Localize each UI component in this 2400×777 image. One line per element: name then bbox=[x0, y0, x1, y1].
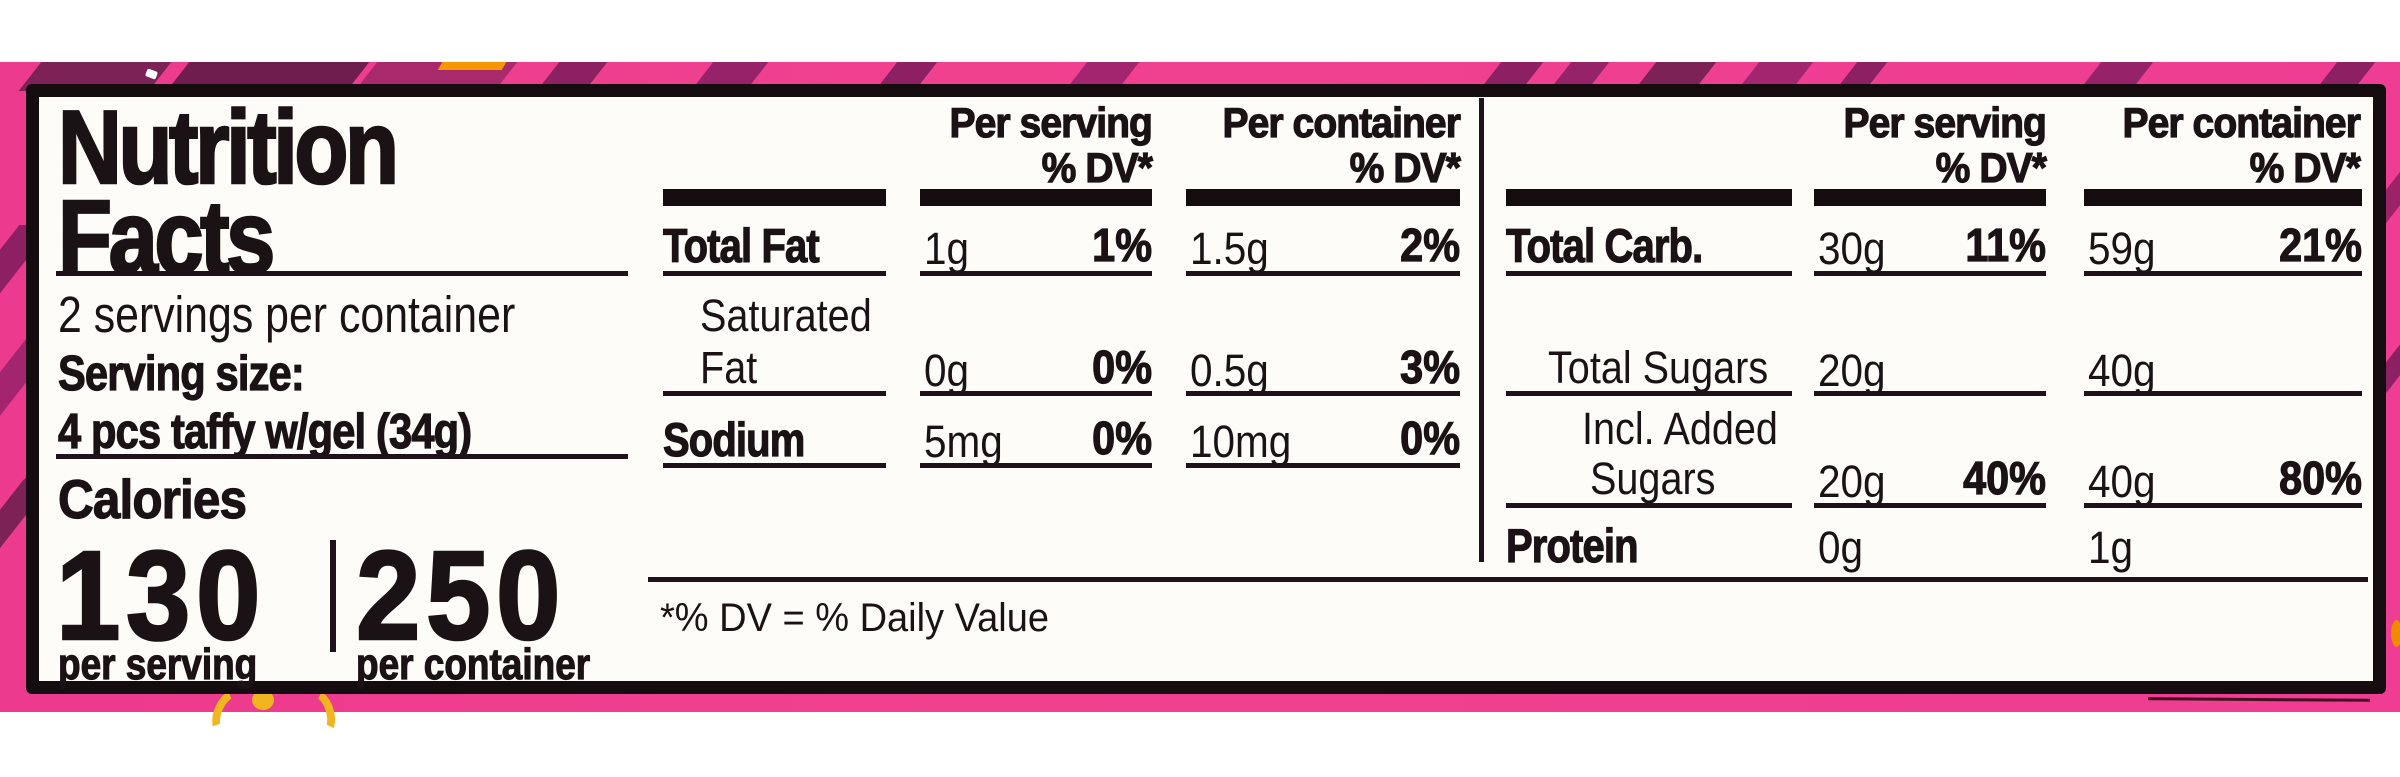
wrapper-orange-dash bbox=[437, 62, 507, 70]
serving-size-value: 4 pcs taffy w/gel (34g) bbox=[57, 405, 472, 459]
total-fat-container-amount: 1.5g bbox=[1190, 223, 1269, 274]
row-rule bbox=[663, 463, 886, 468]
calories-divider bbox=[330, 540, 336, 652]
total-fat-serving-amount: 1g bbox=[924, 223, 970, 274]
calories-per-container-caption: per container bbox=[355, 640, 591, 689]
header-dv-text: % DV* bbox=[1349, 144, 1461, 191]
calories-heading: Calories bbox=[57, 468, 247, 530]
column-bar bbox=[663, 189, 886, 206]
fat-header-per-container: Per container % DV* bbox=[1162, 99, 1462, 191]
section-rule bbox=[56, 271, 628, 276]
row-rule bbox=[1186, 391, 1460, 396]
serving-size-label: Serving size: bbox=[57, 347, 305, 401]
saturated-fat-serving-dv: 0% bbox=[1092, 341, 1153, 393]
total-sugars-container-amount: 40g bbox=[2088, 345, 2156, 396]
incl-added-sugars-serving-dv: 40% bbox=[1963, 452, 2047, 504]
row-rule bbox=[1814, 391, 2046, 396]
total-carb-serving-amount: 30g bbox=[1818, 223, 1886, 274]
servings-per-container: 2 servings per container bbox=[58, 286, 516, 343]
row-total-carb-name: Total Carb. bbox=[1505, 219, 1703, 272]
incl-added-sugars-name-line1: Incl. Added bbox=[1582, 403, 1778, 454]
saturated-fat-name-line1: Saturated bbox=[700, 290, 872, 341]
row-protein-name: Protein bbox=[1505, 519, 1639, 572]
sodium-serving-dv: 0% bbox=[1092, 412, 1153, 464]
total-fat-serving-dv: 1% bbox=[1092, 219, 1153, 271]
yellow-dash bbox=[254, 697, 272, 702]
row-rule bbox=[2084, 391, 2362, 396]
total-carb-container-amount: 59g bbox=[2088, 223, 2156, 274]
dv-footnote: *% DV = % Daily Value bbox=[660, 596, 1049, 640]
incl-added-sugars-serving-amount: 20g bbox=[1818, 456, 1886, 507]
incl-added-sugars-container-dv: 80% bbox=[2279, 452, 2363, 504]
incl-added-sugars-name-line2: Sugars bbox=[1590, 453, 1716, 504]
footnote-rule bbox=[648, 577, 2368, 582]
row-rule bbox=[1186, 271, 1460, 276]
saturated-fat-container-amount: 0.5g bbox=[1190, 345, 1269, 396]
total-fat-container-dv: 2% bbox=[1400, 219, 1461, 271]
column-bar bbox=[1814, 189, 2046, 206]
row-sodium-name: Sodium bbox=[662, 413, 805, 466]
row-rule bbox=[2084, 503, 2362, 508]
label-title-line1: Nutrition bbox=[57, 90, 400, 206]
fat-header-per-serving: Per serving % DV* bbox=[854, 99, 1154, 191]
column-bar bbox=[2084, 189, 2362, 206]
sodium-container-amount: 10mg bbox=[1190, 416, 1292, 467]
column-bar bbox=[920, 189, 1152, 206]
carb-header-per-container: Per container % DV* bbox=[2062, 99, 2362, 191]
row-rule bbox=[1506, 391, 1792, 396]
column-bar bbox=[1186, 189, 1460, 206]
total-sugars-serving-amount: 20g bbox=[1818, 345, 1886, 396]
row-rule bbox=[1506, 271, 1792, 276]
incl-added-sugars-container-amount: 40g bbox=[2088, 456, 2156, 507]
sodium-serving-amount: 5mg bbox=[924, 416, 1003, 467]
nutrition-label-panel bbox=[26, 84, 2386, 694]
row-rule bbox=[2084, 271, 2362, 276]
saturated-fat-name-line2: Fat bbox=[700, 342, 758, 393]
section-divider bbox=[1479, 98, 1484, 562]
row-rule bbox=[920, 391, 1152, 396]
row-rule bbox=[1814, 503, 2046, 508]
header-per-container-text: Per container bbox=[2122, 99, 2362, 146]
row-rule bbox=[663, 391, 886, 396]
protein-container-amount: 1g bbox=[2088, 522, 2134, 573]
protein-serving-amount: 0g bbox=[1818, 522, 1864, 573]
row-rule bbox=[920, 463, 1152, 468]
wrapper-yellow-art-fragment bbox=[205, 683, 341, 743]
calories-per-serving-caption: per serving bbox=[57, 640, 258, 689]
saturated-fat-serving-amount: 0g bbox=[924, 345, 970, 396]
header-dv-text: % DV* bbox=[1935, 144, 2047, 191]
header-dv-text: % DV* bbox=[1041, 144, 1153, 191]
section-rule bbox=[56, 454, 628, 459]
saturated-fat-container-dv: 3% bbox=[1400, 341, 1461, 393]
row-rule bbox=[663, 271, 886, 276]
total-carb-container-dv: 21% bbox=[2279, 219, 2363, 271]
header-dv-text: % DV* bbox=[2249, 144, 2361, 191]
calories-per-container-value: 250 bbox=[355, 525, 566, 666]
row-rule bbox=[1506, 503, 1792, 508]
header-per-container-text: Per container bbox=[1222, 99, 1462, 146]
calories-per-serving-value: 130 bbox=[55, 525, 266, 666]
total-carb-serving-dv: 11% bbox=[1965, 219, 2047, 271]
row-total-fat-name: Total Fat bbox=[662, 219, 820, 272]
carb-header-per-serving: Per serving % DV* bbox=[1748, 99, 2048, 191]
row-rule bbox=[1814, 271, 2046, 276]
row-total-sugars-name: Total Sugars bbox=[1548, 342, 1769, 393]
row-rule bbox=[920, 271, 1152, 276]
column-bar bbox=[1506, 189, 1792, 206]
row-rule bbox=[1186, 463, 1460, 468]
header-per-serving-text: Per serving bbox=[949, 99, 1154, 146]
sodium-container-dv: 0% bbox=[1400, 412, 1461, 464]
header-per-serving-text: Per serving bbox=[1843, 99, 2048, 146]
wrapper-orange-dot bbox=[2391, 620, 2400, 647]
